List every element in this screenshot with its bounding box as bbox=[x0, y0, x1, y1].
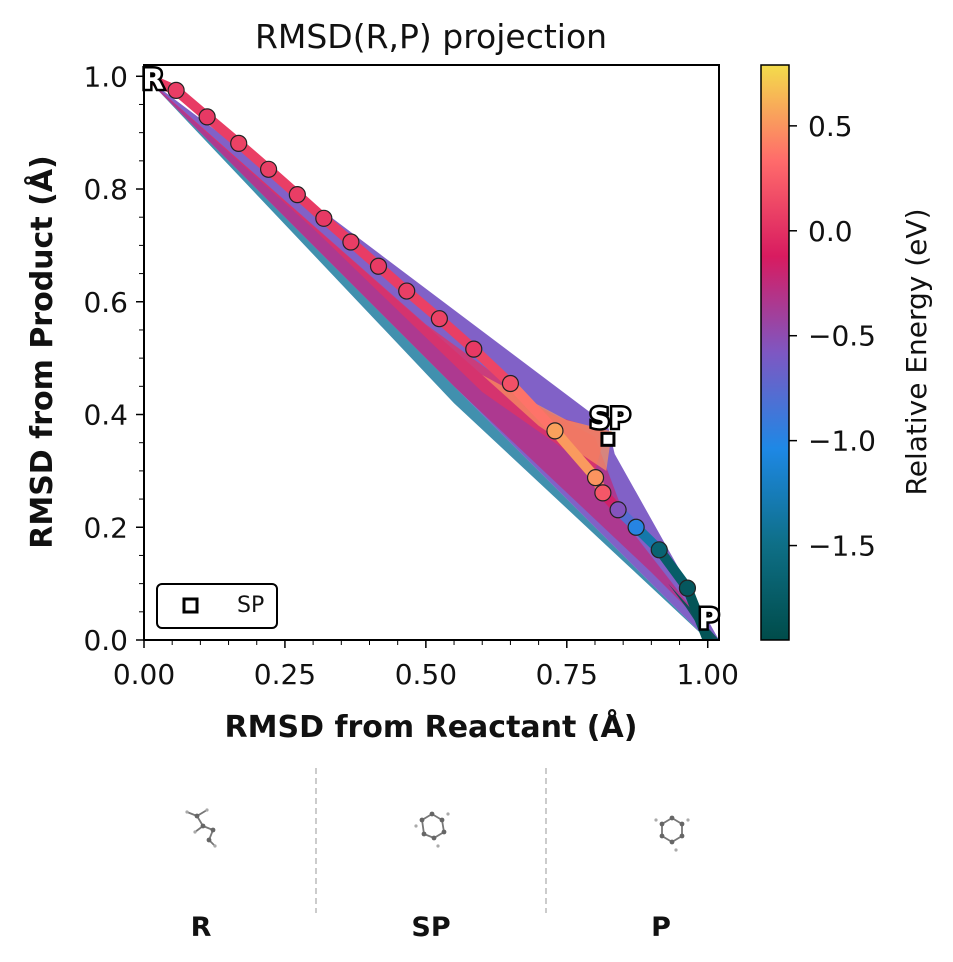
plot-frame bbox=[143, 64, 720, 641]
endpoint-label: P bbox=[698, 602, 719, 635]
data-point bbox=[627, 518, 645, 536]
structure-label-sp: SP bbox=[411, 912, 450, 943]
data-point bbox=[369, 257, 388, 275]
product-molecule-icon bbox=[654, 815, 690, 852]
structure-label-p: P bbox=[651, 912, 671, 943]
saddle-point-square bbox=[600, 431, 616, 447]
legend-sp-square-icon bbox=[182, 597, 199, 614]
y-tick-label: 0.0 bbox=[83, 624, 128, 657]
saddle-point-molecule-icon bbox=[414, 811, 450, 848]
colorbar-ticks: 0.5 0.0 −0.5 −1.0 −1.5 bbox=[789, 110, 876, 563]
y-axis-ticks: 0.0 0.2 0.4 0.6 0.8 1.0 bbox=[83, 60, 144, 657]
data-point bbox=[609, 501, 627, 519]
path-segment bbox=[549, 425, 601, 483]
y-tick-label: 0.4 bbox=[83, 399, 128, 432]
surface-band bbox=[144, 76, 607, 471]
data-point bbox=[259, 160, 278, 178]
data-point bbox=[594, 484, 612, 502]
colorbar-tick-label: −0.5 bbox=[808, 320, 876, 353]
x-tick-label: 0.50 bbox=[395, 658, 457, 691]
y-tick-label: 0.2 bbox=[83, 511, 128, 544]
endpoint-label: R bbox=[142, 62, 164, 95]
structure-label-r: R bbox=[191, 912, 212, 943]
data-point bbox=[315, 209, 333, 227]
x-axis-label: RMSD from Reactant (Å) bbox=[225, 708, 638, 745]
reactant-molecule-icon bbox=[185, 808, 217, 848]
plot-area: SP R P bbox=[140, 60, 721, 641]
structure-panel: R SP P bbox=[185, 768, 690, 943]
y-tick-label: 0.8 bbox=[83, 173, 128, 206]
path-segment bbox=[682, 583, 713, 640]
colorbar-tick-label: −1.5 bbox=[808, 530, 876, 563]
colorbar: 0.5 0.0 −0.5 −1.0 −1.5 Relative Energy (eV) bbox=[760, 64, 933, 641]
data-point bbox=[230, 134, 248, 152]
energy-surface bbox=[144, 76, 719, 640]
y-tick-label: 0.6 bbox=[83, 286, 128, 319]
data-points bbox=[167, 81, 697, 597]
x-tick-label: 0.75 bbox=[536, 658, 598, 691]
colorbar-tick-label: 0.5 bbox=[808, 110, 853, 143]
data-point bbox=[430, 310, 448, 328]
colorbar-label: Relative Energy (eV) bbox=[900, 209, 933, 496]
x-axis-ticks: 0.00 0.25 0.50 0.75 1.00 bbox=[113, 640, 739, 691]
y-axis-label: RMSD from Product (Å) bbox=[23, 155, 60, 549]
chart-title: RMSD(R,P) projection bbox=[255, 17, 607, 56]
data-point bbox=[398, 282, 416, 300]
data-point bbox=[167, 81, 185, 99]
surface-band bbox=[144, 76, 708, 640]
data-point bbox=[678, 579, 697, 597]
data-point bbox=[586, 469, 605, 487]
colorbar-gradient bbox=[760, 64, 790, 641]
colorbar-tick-label: −1.0 bbox=[808, 425, 876, 458]
data-point bbox=[650, 541, 668, 559]
data-point bbox=[288, 186, 306, 204]
data-point bbox=[342, 233, 360, 251]
saddle-point-marker: SP bbox=[587, 399, 633, 447]
legend: SP bbox=[156, 583, 278, 629]
data-point bbox=[501, 374, 520, 393]
legend-sp-label: SP bbox=[237, 593, 264, 618]
data-point bbox=[198, 108, 216, 126]
x-tick-label: 0.00 bbox=[113, 658, 175, 691]
x-tick-label: 1.00 bbox=[677, 658, 739, 691]
colorbar-tick-label: 0.0 bbox=[808, 215, 853, 248]
saddle-point-label: SP bbox=[590, 401, 631, 434]
x-tick-label: 0.25 bbox=[254, 658, 316, 691]
path-segment bbox=[505, 378, 560, 436]
surface-band bbox=[144, 76, 708, 629]
data-point bbox=[546, 422, 564, 440]
y-tick-label: 1.0 bbox=[83, 60, 128, 93]
data-point bbox=[465, 340, 483, 358]
